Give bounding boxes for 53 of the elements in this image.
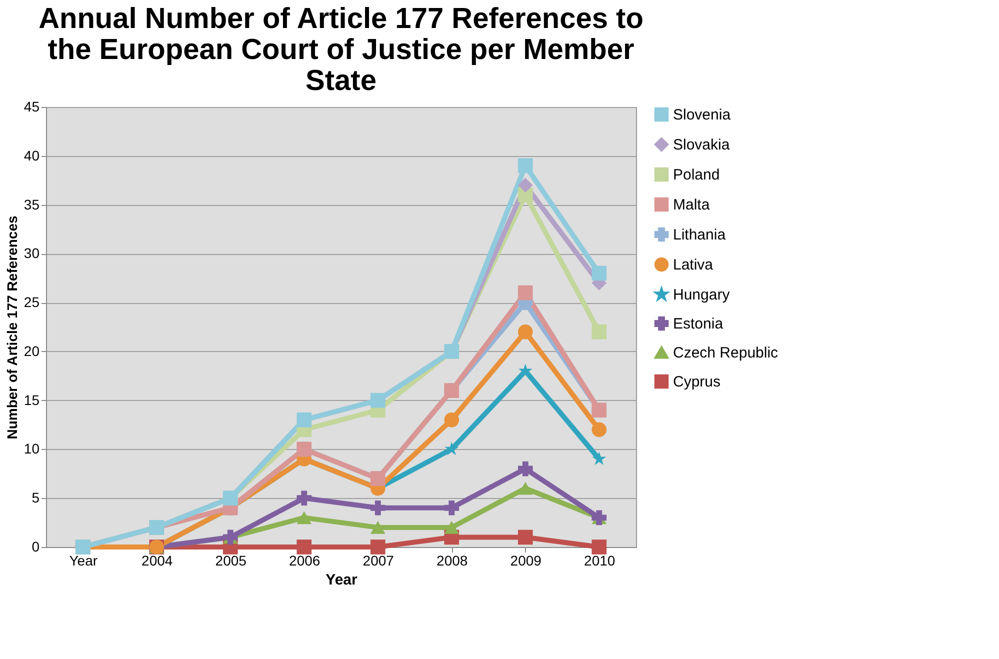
point bbox=[592, 266, 607, 281]
point bbox=[370, 540, 386, 554]
x-tick-label: 2006 bbox=[289, 552, 320, 568]
legend-label: Czech Republic bbox=[673, 344, 779, 362]
x-axis-title: Year bbox=[326, 572, 358, 588]
y-tick-label: 25 bbox=[24, 294, 40, 310]
legend-label: Poland bbox=[673, 166, 720, 184]
legend-label: Lativa bbox=[673, 256, 714, 274]
legend-label: Lithania bbox=[673, 226, 726, 244]
point bbox=[370, 500, 386, 516]
legend-label: Slovenia bbox=[673, 106, 732, 124]
x-tick-label: 2008 bbox=[436, 552, 468, 568]
point bbox=[518, 530, 533, 545]
point bbox=[370, 521, 386, 534]
y-tick-label: 10 bbox=[24, 440, 40, 457]
legend-label: Estonia bbox=[673, 316, 724, 332]
point bbox=[444, 442, 459, 456]
y-tick-label: 5 bbox=[32, 490, 40, 506]
point bbox=[518, 158, 533, 174]
legend-label: Cyprus bbox=[673, 374, 721, 390]
x-tick-label: 2005 bbox=[215, 552, 247, 568]
y-tick-label: 20 bbox=[24, 342, 40, 359]
point bbox=[444, 521, 460, 534]
point bbox=[444, 500, 460, 516]
point bbox=[296, 540, 312, 554]
point bbox=[518, 324, 533, 340]
point bbox=[592, 540, 607, 554]
point bbox=[518, 285, 533, 300]
chart-title: Annual Number of Article 177 References to the European Court of Justice per Member State bbox=[38, 3, 644, 97]
legend-label: Slovakia bbox=[673, 136, 730, 154]
y-tick-label: 15 bbox=[24, 392, 40, 408]
point bbox=[592, 452, 606, 466]
x-tick-label: 2010 bbox=[584, 552, 616, 568]
legend-label: Malta bbox=[673, 196, 710, 214]
point bbox=[592, 324, 607, 340]
point bbox=[296, 490, 312, 506]
y-axis-title: Number of Article 177 References bbox=[4, 216, 20, 440]
point bbox=[592, 422, 607, 438]
point bbox=[518, 461, 533, 476]
x-tick-label: 2007 bbox=[362, 552, 394, 568]
y-tick-label: 0 bbox=[32, 538, 40, 554]
point bbox=[518, 482, 533, 495]
y-tick-label: 45 bbox=[24, 98, 40, 114]
legend-label: Hungary bbox=[673, 286, 730, 304]
y-tick-label: 40 bbox=[24, 147, 40, 164]
y-tick-label: 30 bbox=[24, 245, 40, 262]
x-tick-label: 2004 bbox=[142, 552, 173, 568]
point bbox=[444, 412, 460, 428]
y-tick-label: 35 bbox=[24, 196, 40, 212]
x-tick-label: Year bbox=[69, 552, 98, 568]
point bbox=[296, 511, 312, 524]
x-tick-label: 2009 bbox=[510, 552, 542, 568]
point bbox=[518, 178, 533, 193]
